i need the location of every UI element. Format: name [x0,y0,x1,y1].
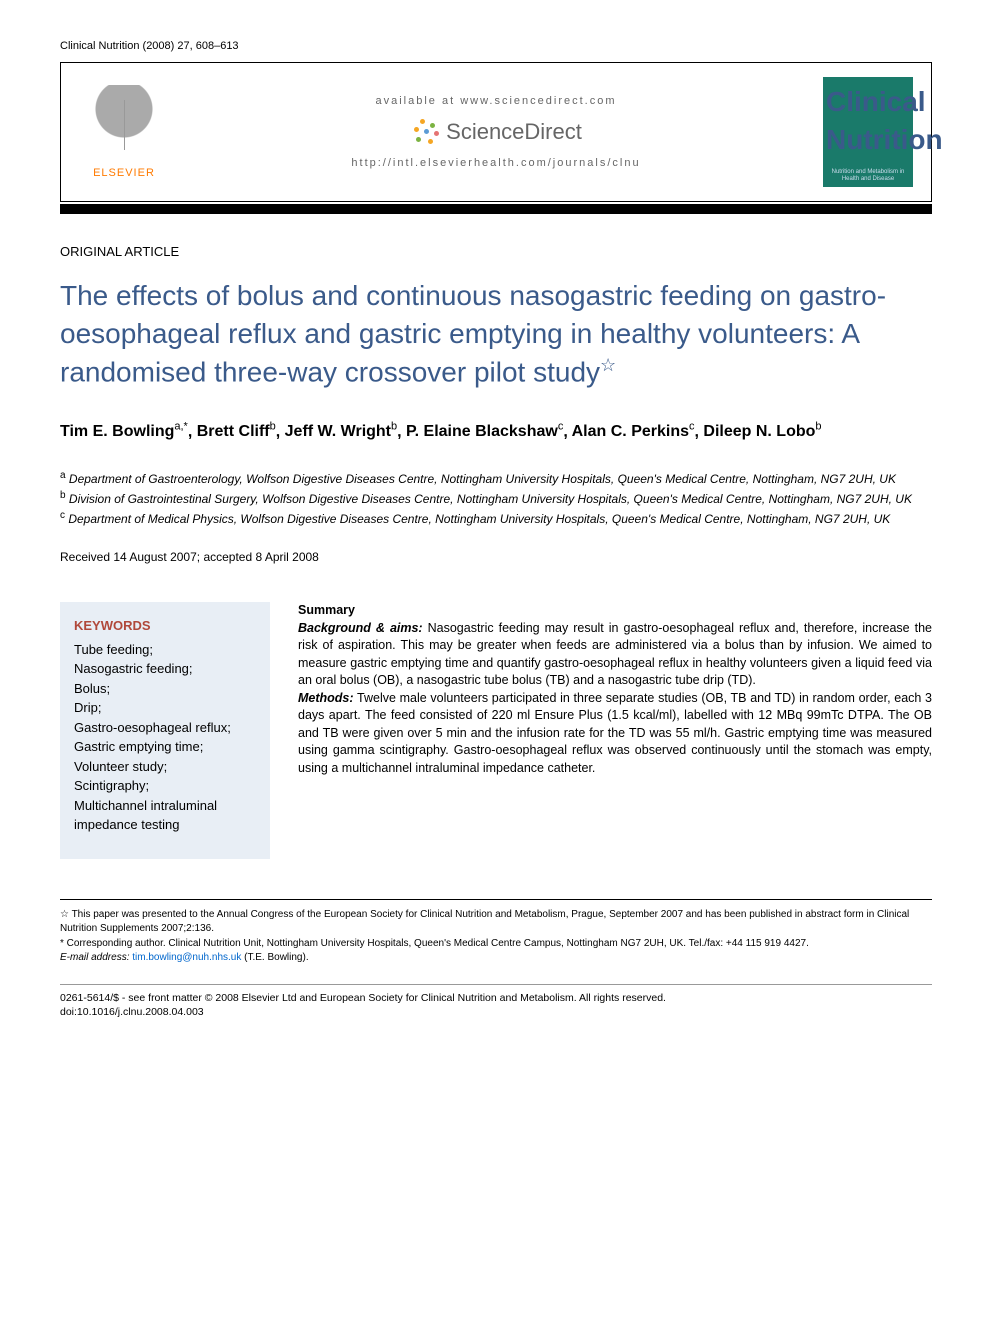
author: Tim E. Bowlinga,* [60,423,188,440]
email-link[interactable]: tim.bowling@nuh.nhs.uk [132,952,241,963]
sd-dots-icon [410,117,440,147]
copyright-line1: 0261-5614/$ - see front matter © 2008 El… [60,991,932,1006]
author: Brett Cliffb [197,423,276,440]
abstract: Summary Background & aims: Nasogastric f… [298,602,932,859]
cover-subtitle: Nutrition and Metabolism in Health and D… [826,169,910,183]
methods-text: Twelve male volunteers participated in t… [298,691,932,775]
keyword-item: Nasogastric feeding; [74,659,256,679]
cover-title: Clinical Nutrition [826,83,910,159]
article-type: ORIGINAL ARTICLE [60,244,932,259]
author: Jeff W. Wrightb [285,423,398,440]
keyword-item: Gastro-oesophageal reflux; [74,718,256,738]
keyword-item: Volunteer study; [74,757,256,777]
article-title: The effects of bolus and continuous naso… [60,277,932,391]
copyright-line2: doi:10.1016/j.clnu.2008.04.003 [60,1005,932,1020]
dates: Received 14 August 2007; accepted 8 Apri… [60,550,932,564]
black-bar [60,204,932,214]
keywords-list: Tube feeding;Nasogastric feeding;Bolus;D… [74,640,256,835]
footnotes: ☆ This paper was presented to the Annual… [60,899,932,966]
methods-section: Methods: Twelve male volunteers particip… [298,690,932,778]
journal-cover: Clinical Nutrition Nutrition and Metabol… [823,77,913,187]
corresponding-note: * Corresponding author. Clinical Nutriti… [60,937,932,952]
header-box: ELSEVIER available at www.sciencedirect.… [60,62,932,202]
content-row: KEYWORDS Tube feeding;Nasogastric feedin… [60,602,932,859]
title-text: The effects of bolus and continuous naso… [60,280,886,387]
title-footnote-marker: ☆ [600,355,616,375]
center-header: available at www.sciencedirect.com Scien… [185,77,807,187]
presented-text: This paper was presented to the Annual C… [60,909,909,935]
author: Dileep N. Lobob [703,423,821,440]
keyword-item: Tube feeding; [74,640,256,660]
copyright: 0261-5614/$ - see front matter © 2008 El… [60,984,932,1020]
keywords-head: KEYWORDS [74,616,256,636]
author: P. Elaine Blackshawc [406,423,563,440]
journal-url: http://intl.elsevierhealth.com/journals/… [351,157,640,169]
email-name: (T.E. Bowling). [241,952,308,963]
background-label: Background & aims: [298,621,423,635]
sd-text: ScienceDirect [446,119,582,145]
citation: Clinical Nutrition (2008) 27, 608–613 [60,40,932,52]
elsevier-text: ELSEVIER [93,167,155,179]
keyword-item: Drip; [74,698,256,718]
elsevier-tree-icon [89,85,159,165]
background-section: Background & aims: Nasogastric feeding m… [298,620,932,690]
asterisk-icon: * [60,938,67,949]
page: Clinical Nutrition (2008) 27, 608–613 EL… [0,0,992,1050]
affiliations: a Department of Gastroenterology, Wolfso… [60,468,932,528]
authors: Tim E. Bowlinga,*, Brett Cliffb, Jeff W.… [60,419,932,444]
affiliation: a Department of Gastroenterology, Wolfso… [60,468,932,488]
email-note: E-mail address: tim.bowling@nuh.nhs.uk (… [60,951,932,966]
keyword-item: Gastric emptying time; [74,737,256,757]
presented-note: ☆ This paper was presented to the Annual… [60,908,932,937]
star-icon: ☆ [60,909,72,920]
methods-label: Methods: [298,691,354,705]
affiliation: b Division of Gastrointestinal Surgery, … [60,488,932,508]
elsevier-logo: ELSEVIER [79,77,169,187]
summary-label: Summary [298,603,355,617]
sciencedirect-logo: ScienceDirect [410,117,582,147]
keyword-item: Multichannel intraluminal impedance test… [74,796,256,835]
keyword-item: Scintigraphy; [74,776,256,796]
keyword-item: Bolus; [74,679,256,699]
available-at: available at www.sciencedirect.com [375,95,616,107]
affiliation: c Department of Medical Physics, Wolfson… [60,508,932,528]
keywords-box: KEYWORDS Tube feeding;Nasogastric feedin… [60,602,270,859]
author: Alan C. Perkinsc [572,423,695,440]
email-label: E-mail address: [60,952,129,963]
corresponding-text: Corresponding author. Clinical Nutrition… [67,938,809,949]
